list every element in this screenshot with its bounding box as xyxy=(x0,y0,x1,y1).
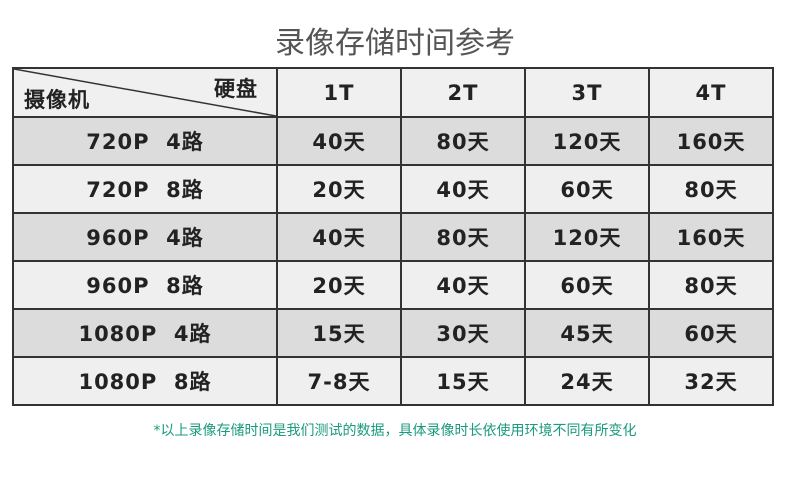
table-cell: 7-8天 xyxy=(276,356,402,406)
row-label: 960P 8路 xyxy=(12,260,278,310)
table-cell: 15天 xyxy=(400,356,526,406)
table-cell: 60天 xyxy=(524,164,650,214)
table-cell: 120天 xyxy=(524,212,650,262)
camera-label: 摄像机 xyxy=(24,88,90,112)
column-header: 1T xyxy=(276,67,402,118)
table-row: 1080P 8路 7-8天 15天 24天 32天 xyxy=(12,356,774,406)
table-cell: 80天 xyxy=(400,116,526,166)
table-cell: 24天 xyxy=(524,356,650,406)
table-cell: 20天 xyxy=(276,164,402,214)
table-cell: 15天 xyxy=(276,308,402,358)
table-cell: 80天 xyxy=(400,212,526,262)
table-row: 720P 8路 20天 40天 60天 80天 xyxy=(12,164,774,214)
table-cell: 160天 xyxy=(648,116,774,166)
footnote: *以上录像存储时间是我们测试的数据，具体录像时长依使用环境不同有所变化 xyxy=(153,423,637,439)
row-label: 720P 4路 xyxy=(12,116,278,166)
table-row: 960P 8路 20天 40天 60天 80天 xyxy=(12,260,774,310)
header-row: 硬盘 摄像机 1T 2T 3T 4T xyxy=(12,67,774,118)
storage-table: 硬盘 摄像机 1T 2T 3T 4T 720P 4路 40天 80天 120天 160天… xyxy=(12,67,774,406)
row-label: 1080P 4路 xyxy=(12,308,278,358)
row-label: 960P 4路 xyxy=(12,212,278,262)
table-cell: 60天 xyxy=(648,308,774,358)
table-row: 960P 4路 40天 80天 120天 160天 xyxy=(12,212,774,262)
corner-cell: 硬盘 摄像机 xyxy=(12,67,278,118)
table-cell: 40天 xyxy=(276,116,402,166)
table-cell: 32天 xyxy=(648,356,774,406)
column-header: 3T xyxy=(524,67,650,118)
disk-label: 硬盘 xyxy=(214,77,258,101)
table-cell: 40天 xyxy=(400,164,526,214)
table-cell: 160天 xyxy=(648,212,774,262)
row-label: 1080P 8路 xyxy=(12,356,278,406)
diagonal-divider xyxy=(14,69,276,116)
table-cell: 20天 xyxy=(276,260,402,310)
table-cell: 120天 xyxy=(524,116,650,166)
table-row: 1080P 4路 15天 30天 45天 60天 xyxy=(12,308,774,358)
table-cell: 80天 xyxy=(648,260,774,310)
table-cell: 80天 xyxy=(648,164,774,214)
table-cell: 60天 xyxy=(524,260,650,310)
row-label: 720P 8路 xyxy=(12,164,278,214)
table-cell: 40天 xyxy=(400,260,526,310)
column-header: 4T xyxy=(648,67,774,118)
table-cell: 30天 xyxy=(400,308,526,358)
page-title: 录像存储时间参考 xyxy=(275,26,515,61)
table-cell: 40天 xyxy=(276,212,402,262)
column-header: 2T xyxy=(400,67,526,118)
table-cell: 45天 xyxy=(524,308,650,358)
table-row: 720P 4路 40天 80天 120天 160天 xyxy=(12,116,774,166)
